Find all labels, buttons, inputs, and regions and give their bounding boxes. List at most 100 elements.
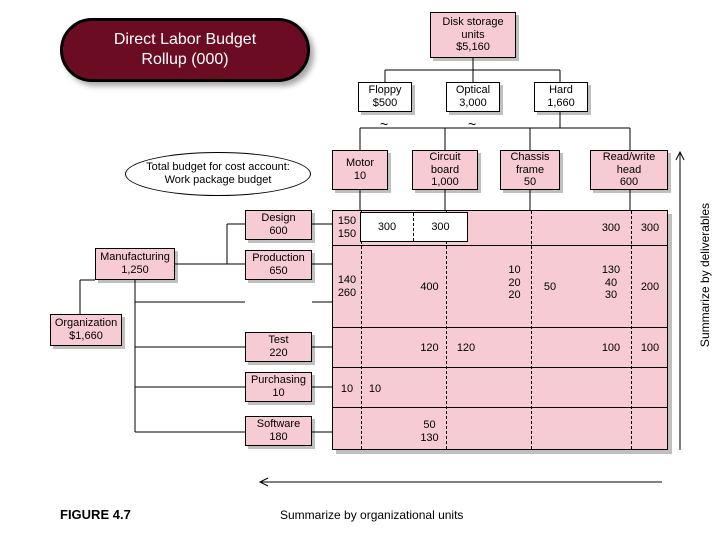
val: 300 xyxy=(641,222,659,235)
val: 120 xyxy=(420,342,438,355)
val: 150 xyxy=(338,228,356,241)
col-chassis: Chassis frame 50 xyxy=(500,150,560,190)
node-organization: Organization $1,660 xyxy=(50,314,122,346)
node-label: Circuit xyxy=(429,151,460,164)
node-label: Motor xyxy=(346,157,374,170)
val: 100 xyxy=(641,342,659,355)
val: 40 xyxy=(605,277,617,290)
node-value: 3,000 xyxy=(459,97,487,110)
val: 300 xyxy=(378,221,396,233)
val: 300 xyxy=(602,222,620,235)
cell: 50 xyxy=(531,257,569,317)
node-label: Production xyxy=(252,252,305,265)
annotation-line: Work package budget xyxy=(165,174,272,187)
node-label: Test xyxy=(268,334,288,347)
node-label: Manufacturing xyxy=(100,251,170,264)
node-label: Floppy xyxy=(368,84,401,97)
col-dash xyxy=(631,211,632,449)
val: 260 xyxy=(338,287,356,300)
val: 20 xyxy=(508,277,520,290)
val: 300 xyxy=(431,221,449,233)
col-readwrite: Read/write head 600 xyxy=(590,150,668,190)
cell: 10 xyxy=(361,375,389,403)
node-value: 600 xyxy=(269,225,287,238)
node-manufacturing: Manufacturing 1,250 xyxy=(95,248,175,280)
val: 100 xyxy=(602,342,620,355)
col-dash xyxy=(446,211,447,449)
cell: 400 xyxy=(413,257,446,317)
title-line: Rollup (000) xyxy=(141,50,228,70)
matrix: 150 150 300 300 140 260 400 10 20 20 50 … xyxy=(332,210,668,450)
node-label: Organization xyxy=(55,317,117,330)
tilde-icon: ~ xyxy=(380,116,388,132)
node-label: Read/write xyxy=(603,151,656,164)
cell: 300 xyxy=(631,213,669,243)
node-value: 50 xyxy=(524,176,536,189)
val: 120 xyxy=(457,342,475,355)
cell: 140 260 xyxy=(333,257,361,317)
node-value: 1,000 xyxy=(431,176,459,189)
figure-caption: FIGURE 4.7 xyxy=(60,507,131,522)
val: 140 xyxy=(338,274,356,287)
cell: 200 xyxy=(631,257,669,317)
axis-text: Summarize by deliverables xyxy=(698,203,712,347)
cell: 130 40 30 xyxy=(591,253,631,313)
node-label: frame xyxy=(516,164,544,177)
row-divider xyxy=(333,367,667,368)
row-test: Test 220 xyxy=(245,332,312,362)
node-label: Design xyxy=(261,212,295,225)
node-value: $1,660 xyxy=(69,330,103,343)
x-axis-label: Summarize by organizational units xyxy=(280,508,463,522)
tilde-icon: ~ xyxy=(468,116,476,132)
annotation-line: Total budget for cost account: xyxy=(146,161,290,174)
val: 130 xyxy=(420,432,438,445)
node-value: 180 xyxy=(269,431,287,444)
val: 10 xyxy=(341,383,353,396)
annotation-ellipse: Total budget for cost account: Work pack… xyxy=(125,152,311,196)
y-axis-label: Summarize by deliverables xyxy=(696,150,714,400)
cell: 300 xyxy=(591,213,631,243)
col-dash xyxy=(531,211,532,449)
val: 30 xyxy=(605,289,617,302)
row-design: Design 600 xyxy=(245,210,312,240)
node-value: 1,660 xyxy=(547,97,575,110)
node-disk-storage: Disk storage units $5,160 xyxy=(430,12,516,58)
node-optical: Optical 3,000 xyxy=(446,82,500,112)
val: 10 xyxy=(508,264,520,277)
title-line: Direct Labor Budget xyxy=(114,30,256,50)
node-label: Chassis xyxy=(510,151,549,164)
node-value: 10 xyxy=(354,170,366,183)
row-divider xyxy=(333,327,667,328)
val: 50 xyxy=(544,281,556,294)
node-label: board xyxy=(431,164,459,177)
col-dash xyxy=(361,211,362,449)
val: 150 xyxy=(338,215,356,228)
cell: 10 20 20 xyxy=(498,253,531,313)
node-value: 220 xyxy=(269,347,287,360)
col-motor: Motor 10 xyxy=(332,150,388,190)
val: 400 xyxy=(420,281,438,294)
node-label: Disk storage xyxy=(442,16,503,29)
node-label: head xyxy=(617,164,641,177)
node-value: 600 xyxy=(620,176,638,189)
cell: 100 xyxy=(631,333,669,363)
title-badge: Direct Labor Budget Rollup (000) xyxy=(60,18,310,82)
val: 200 xyxy=(641,281,659,294)
cell: 120 xyxy=(446,333,486,363)
node-value: 10 xyxy=(272,387,284,400)
node-value: 650 xyxy=(269,265,287,278)
cell: 10 xyxy=(333,375,361,403)
cell: 50 130 xyxy=(413,417,446,447)
cell: 150 150 xyxy=(333,213,361,243)
row-software: Software 180 xyxy=(245,416,312,446)
val: 130 xyxy=(602,264,620,277)
row-divider xyxy=(333,407,667,408)
row-purchasing: Purchasing 10 xyxy=(245,372,312,402)
node-label: Software xyxy=(257,418,300,431)
row-production: Production 650 xyxy=(245,250,312,280)
node-value: $500 xyxy=(373,97,397,110)
cell: 100 xyxy=(591,333,631,363)
diagram-canvas: Disk storage units $5,160 Floppy $500 Op… xyxy=(50,12,690,502)
node-label: Optical xyxy=(456,84,490,97)
white-inset-cells: 300 300 xyxy=(360,212,468,242)
